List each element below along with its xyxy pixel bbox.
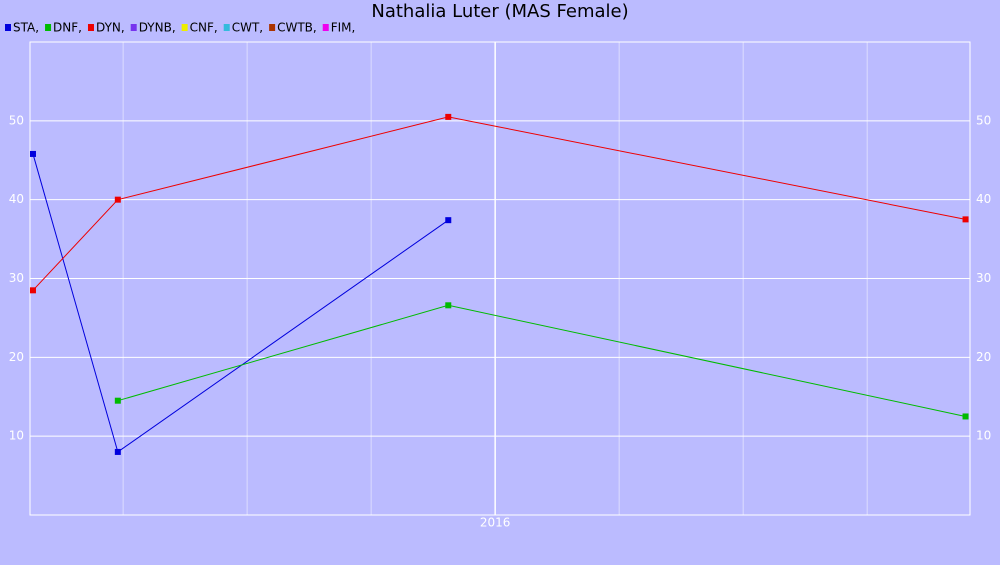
point	[114, 448, 121, 455]
legend-label: DNF,	[53, 21, 82, 35]
legend-swatch	[5, 24, 11, 31]
series-line	[32, 116, 966, 291]
legend-label: CWTB,	[277, 21, 317, 35]
y-tick-label: 30	[9, 271, 24, 285]
point	[29, 150, 36, 157]
series-line	[32, 153, 449, 453]
legend-swatch	[45, 24, 52, 31]
point	[29, 287, 36, 294]
legend-label: DYNB,	[139, 21, 176, 35]
point	[962, 413, 969, 420]
legend-label: CWT,	[232, 21, 263, 35]
legend-swatch	[269, 24, 276, 31]
y-tick-label: 50	[9, 113, 24, 127]
point	[445, 217, 452, 224]
point	[114, 196, 121, 203]
legend-label: STA,	[13, 21, 39, 35]
y-tick-label: 40	[9, 192, 24, 206]
point	[962, 216, 969, 223]
y-tick-label: 10	[9, 429, 24, 443]
chart-title: Nathalia Luter (MAS Female)	[371, 1, 628, 22]
y2-tick-label: 20	[976, 350, 991, 364]
legend-swatch	[87, 24, 94, 31]
x-tick-label: 2016	[480, 516, 511, 530]
legend-label: DYN,	[96, 21, 125, 35]
plot-frame	[29, 41, 971, 516]
legend-swatch	[322, 24, 329, 31]
legend-label: FIM,	[331, 21, 356, 35]
y2-tick-label: 30	[976, 271, 991, 285]
series-line	[117, 304, 966, 417]
legend-swatch	[181, 24, 188, 31]
legend-swatch	[223, 24, 230, 31]
legend-label: CNF,	[190, 21, 218, 35]
legend-swatch	[130, 24, 137, 31]
y2-tick-label: 10	[976, 429, 991, 443]
point	[445, 113, 452, 120]
point	[445, 302, 452, 309]
y-tick-label: 20	[9, 350, 24, 364]
point	[114, 397, 121, 404]
y2-tick-label: 50	[976, 113, 991, 127]
y2-tick-label: 40	[976, 192, 991, 206]
